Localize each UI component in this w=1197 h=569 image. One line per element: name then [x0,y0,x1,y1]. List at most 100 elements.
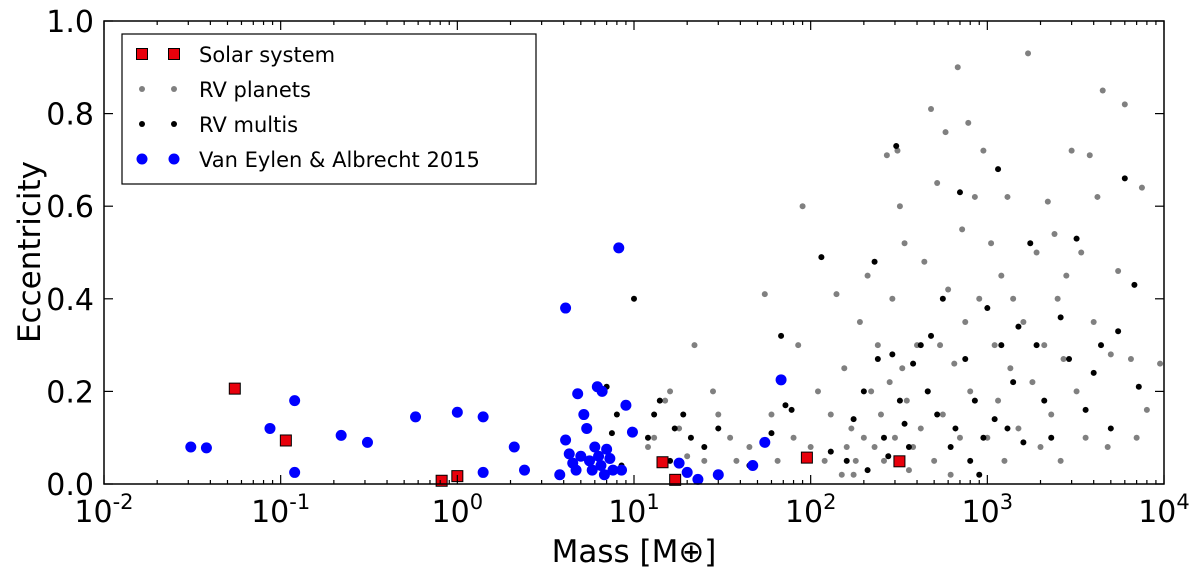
rv-planet-point [1060,355,1067,362]
rv-multi-point [1066,355,1073,362]
rv-planet-point [1133,434,1140,441]
rv-multi-point [613,411,620,418]
rv-planet-point [1121,101,1128,108]
rv-multi-point [850,416,857,423]
rv-multi-point [1115,328,1122,335]
van-eylen-point [712,469,724,481]
rv-planet-point [850,471,857,478]
van-eylen-point [519,464,531,476]
rv-multi-point [991,416,998,423]
rv-planet-point [951,360,958,367]
rv-planet-point [910,443,917,450]
rv-planet-point [939,411,946,418]
rv-multi-point [1131,281,1138,288]
x-tick-label: 102 [785,490,837,530]
rv-planet-point [1020,318,1027,325]
rv-planet-point [931,457,938,464]
van-eylen-point [264,422,276,434]
legend-marker [136,153,148,165]
rv-planet-point [880,457,887,464]
rv-planet-point [746,443,753,450]
y-tick-label: 0.6 [46,190,94,225]
rv-multi-point [671,425,678,432]
rv-planet-point [651,434,658,441]
rv-planet-point [667,388,674,395]
rv-multi-point [928,332,935,339]
rv-planet-point [1086,152,1093,159]
legend-label: RV planets [199,78,311,102]
van-eylen-point [681,466,693,478]
rv-planet-point [959,226,966,233]
rv-planet-point [848,425,855,432]
x-tick-label: 104 [1138,490,1190,530]
rv-multi-point [715,425,722,432]
rv-planet-point [921,258,928,265]
van-eylen-point [589,441,601,453]
rv-planet-point [1068,147,1075,154]
rv-multi-point [864,467,871,474]
rv-planet-point [1029,379,1036,386]
legend-marker [139,121,145,127]
van-eylen-point [596,385,608,397]
rv-multi-point [956,189,963,196]
rv-planet-point [945,286,952,293]
van-eylen-point [570,464,582,476]
legend-marker [168,48,180,60]
rv-multi-point [680,411,687,418]
rv-planet-point [774,457,781,464]
rv-planet-point [1090,318,1097,325]
rv-planet-point [843,443,850,450]
van-eylen-point [575,450,587,462]
y-tick-label: 1.0 [46,5,94,40]
x-tick-label: 101 [608,490,660,530]
rv-planet-point [1104,443,1111,450]
van-eylen-point [601,443,613,455]
rv-planet-point [1007,365,1014,372]
x-axis-label: Mass [M⊕] [552,534,717,569]
van-eylen-point [759,436,771,448]
rv-planet-point [841,365,848,372]
rv-multi-point [1033,342,1040,349]
rv-multi-point [952,425,959,432]
legend-marker [136,48,148,60]
rv-multi-point [947,443,954,450]
rv-planet-point [995,397,1002,404]
rv-multi-point [1020,439,1027,446]
solar-system-point [893,455,906,468]
solar-system-point [800,451,813,464]
rv-multi-point [871,258,878,265]
rv-multi-point [1073,235,1080,242]
rv-multi-point [901,420,908,427]
van-eylen-point [477,466,489,478]
rv-planet-point [768,411,775,418]
legend-marker [168,153,180,165]
rv-planet-point [715,411,722,418]
rv-multi-point [967,457,974,464]
van-eylen-point [607,464,619,476]
rv-multi-point [827,448,834,455]
van-eylen-point [361,436,373,448]
rv-multi-point [998,342,1005,349]
rv-planet-point [790,434,797,441]
rv-planet-point [799,203,806,210]
rv-multi-point [917,342,924,349]
rv-planet-point [991,342,998,349]
rv-planet-point [980,147,987,154]
axis-ticks [103,20,1165,485]
rv-planet-point [1051,230,1058,237]
rv-planet-point [871,443,878,450]
rv-multi-point [971,397,978,404]
rv-planet-point [1063,272,1070,279]
rv-planet-point [1107,351,1114,358]
rv-planet-point [1048,411,1055,418]
rv-planet-point [795,342,802,349]
rv-multi-point [608,430,615,437]
van-eylen-point [620,399,632,411]
rv-multi-point [934,411,941,418]
rv-planet-point [1143,406,1150,413]
y-tick-label: 0.4 [46,283,94,318]
rv-planet-point [733,457,740,464]
van-eylen-point [598,469,610,481]
van-eylen-point [581,422,593,434]
